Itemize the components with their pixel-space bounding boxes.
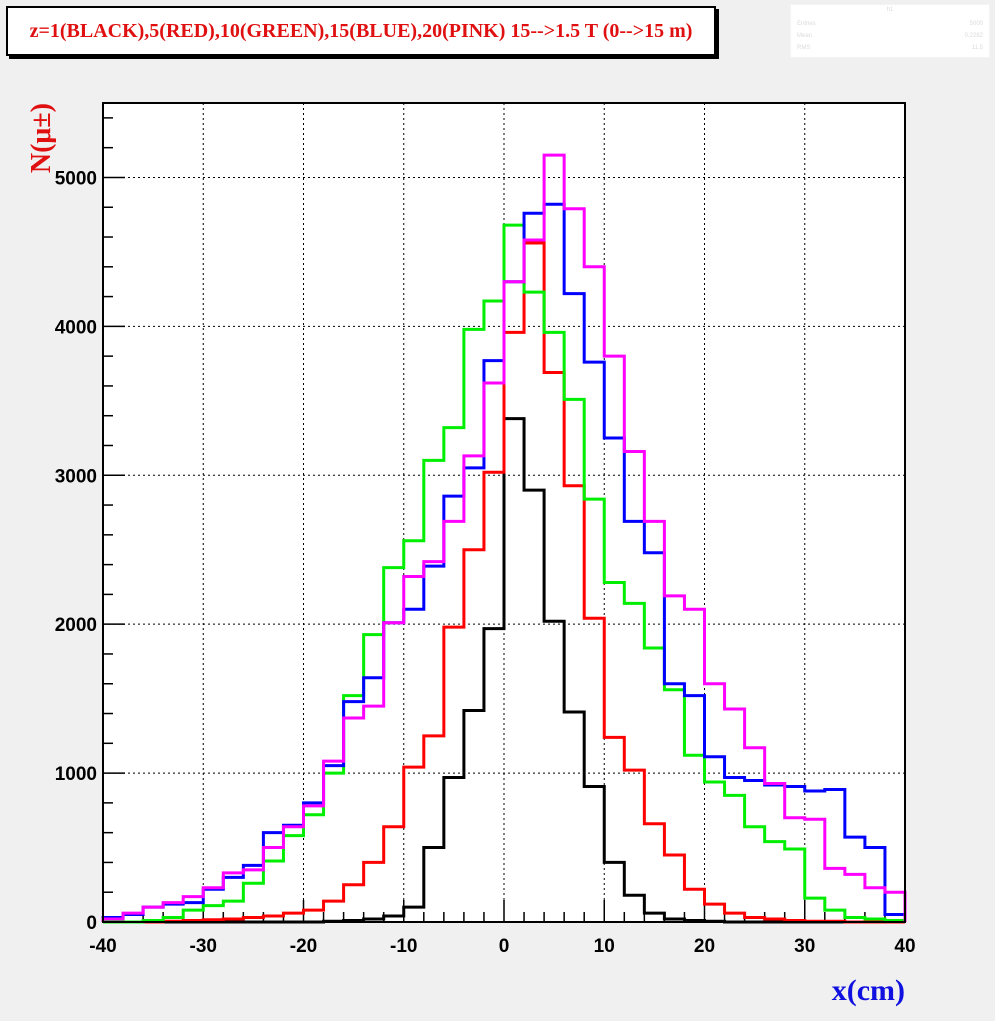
y-tick-label: 5000: [55, 168, 97, 189]
title-box: z=1(BLACK),5(RED),10(GREEN),15(BLUE),20(…: [6, 6, 716, 56]
plot-frame: [102, 102, 906, 923]
stats-value: 0.2282: [964, 33, 983, 39]
stats-value: 11.5: [971, 45, 983, 51]
x-tick-label: 10: [594, 936, 615, 957]
stats-title: h1: [886, 7, 894, 13]
chart-title: z=1(BLACK),5(RED),10(GREEN),15(BLUE),20(…: [29, 20, 693, 42]
y-tick-label: 2000: [55, 615, 97, 636]
stats-label: Entries: [797, 21, 816, 27]
series-z5: [103, 241, 905, 924]
y-tick-label: 1000: [55, 764, 97, 785]
x-tick-label: -10: [390, 936, 417, 957]
y-tick-label: 0: [86, 913, 97, 934]
x-axis-label: x(cm): [832, 974, 905, 1007]
series-z10: [103, 223, 907, 924]
x-tick-label: 20: [694, 936, 715, 957]
series-z20: [101, 153, 907, 922]
x-tick-label: -20: [290, 936, 317, 957]
y-axis-label: N(μ±): [26, 103, 57, 173]
stats-value: 5000: [969, 21, 983, 27]
stats-box: h1 Entries 5000 Mean 0.2282 RMS 11.5: [790, 4, 990, 58]
x-tick-label: 40: [894, 936, 915, 957]
x-tick-label: 30: [794, 936, 815, 957]
x-tick-label: 0: [499, 936, 510, 957]
stats-label: RMS: [797, 45, 811, 51]
x-tick-label: -40: [89, 936, 116, 957]
x-tick-label: -30: [190, 936, 217, 957]
y-tick-label: 3000: [55, 466, 97, 487]
stats-label: Mean: [797, 33, 813, 39]
y-tick-label: 4000: [55, 317, 97, 338]
